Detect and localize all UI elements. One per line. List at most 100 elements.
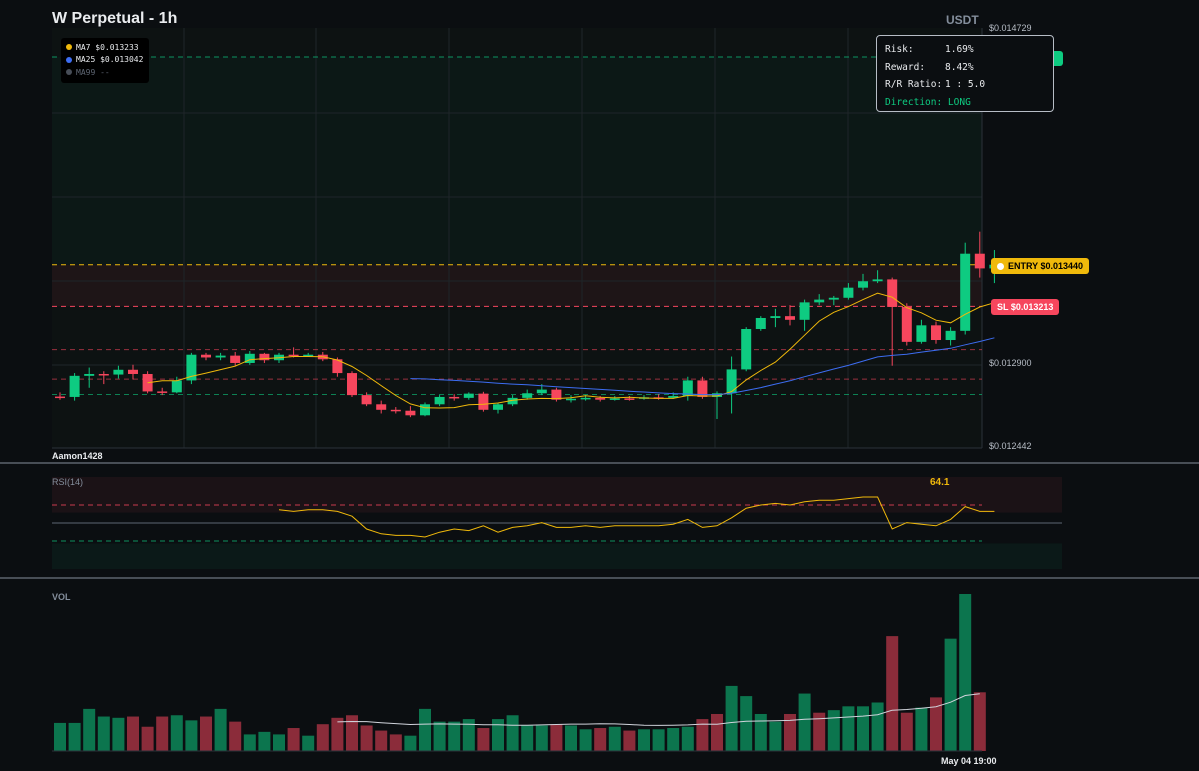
volume-bar bbox=[273, 734, 285, 751]
candle-body bbox=[98, 373, 109, 376]
risk-reward-panel: Risk: 1.69% Reward: 8.42% R/R Ratio: 1 :… bbox=[876, 35, 1054, 112]
volume-bar bbox=[915, 707, 928, 751]
volume-bar bbox=[316, 724, 329, 751]
volume-bar bbox=[886, 636, 899, 751]
volume-bar bbox=[200, 716, 212, 751]
volume-bar bbox=[900, 712, 913, 751]
candle-body bbox=[712, 393, 722, 397]
entry-badge[interactable]: ENTRY $0.013440 bbox=[991, 258, 1090, 274]
candle-body bbox=[624, 398, 635, 400]
volume-bar bbox=[871, 702, 884, 751]
candle-body bbox=[931, 325, 941, 341]
candle-body bbox=[507, 397, 518, 405]
candle-body bbox=[916, 325, 927, 342]
volume-bar bbox=[492, 719, 504, 751]
volume-bar bbox=[535, 725, 548, 751]
volume-bar bbox=[652, 729, 665, 751]
profit-zone bbox=[52, 57, 982, 265]
volume-bar bbox=[944, 638, 957, 751]
candle-body bbox=[872, 279, 883, 282]
volume-bar bbox=[462, 719, 475, 751]
volume-bar bbox=[842, 706, 855, 751]
volume-bar bbox=[83, 708, 96, 751]
volume-bar bbox=[156, 716, 169, 751]
volume-bar bbox=[827, 710, 840, 751]
author-watermark: Aamon1428 bbox=[52, 451, 103, 461]
legend-ma25-text: MA25 $0.013042 bbox=[76, 55, 144, 65]
candle-body bbox=[186, 354, 197, 381]
ratio-label: R/R Ratio: bbox=[885, 79, 943, 91]
volume-bar bbox=[97, 716, 110, 751]
rsi-overbought-zone bbox=[52, 477, 1062, 513]
candle-body bbox=[113, 369, 124, 375]
volume-bar bbox=[389, 734, 402, 751]
candle-body bbox=[974, 253, 985, 269]
volume-bar bbox=[302, 735, 315, 751]
volume-bar bbox=[506, 715, 519, 751]
volume-bar bbox=[214, 708, 227, 751]
candle-body bbox=[668, 396, 679, 398]
volume-bar bbox=[638, 729, 650, 751]
candle-body bbox=[522, 393, 533, 398]
volume-bar bbox=[608, 726, 621, 751]
risk-value: 1.69% bbox=[945, 44, 974, 56]
volume-bar bbox=[594, 728, 607, 751]
stop-loss-badge[interactable]: SL $0.013213 bbox=[991, 299, 1060, 315]
volume-bar bbox=[930, 697, 942, 751]
candle-body bbox=[259, 353, 270, 361]
volume-bar bbox=[287, 728, 300, 751]
volume-bar bbox=[813, 712, 826, 751]
rsi-value: 64.1 bbox=[930, 477, 950, 488]
volume-label: VOL bbox=[52, 592, 71, 602]
candle-body bbox=[945, 330, 956, 341]
candle-body bbox=[770, 316, 781, 318]
volume-bar bbox=[973, 692, 986, 751]
volume-bar bbox=[521, 725, 534, 751]
volume-bar bbox=[711, 713, 723, 751]
risk-label: Risk: bbox=[885, 44, 914, 56]
legend-ma7-text: MA7 $0.013233 bbox=[76, 42, 139, 52]
candle-body bbox=[69, 375, 80, 397]
candle-body bbox=[157, 391, 168, 393]
volume-bar bbox=[258, 731, 271, 751]
candle-body bbox=[741, 328, 752, 370]
volume-bar bbox=[667, 728, 680, 751]
take-profit-tab[interactable] bbox=[1054, 51, 1063, 66]
candle-body bbox=[785, 316, 795, 320]
volume-bar bbox=[857, 706, 869, 751]
ratio-value: 1 : 5.0 bbox=[945, 79, 986, 91]
candle-body bbox=[463, 393, 474, 398]
candle-body bbox=[478, 393, 489, 410]
price-panel-bg bbox=[52, 28, 982, 448]
candle-body bbox=[303, 354, 314, 357]
candle-body bbox=[420, 404, 430, 416]
ma-legend: MA7 $0.013233 MA25 $0.013042 MA99 -- bbox=[61, 38, 149, 83]
candle-body bbox=[595, 397, 606, 400]
candle-body bbox=[434, 396, 445, 405]
volume-bar bbox=[579, 729, 592, 751]
candle-body bbox=[449, 396, 460, 399]
volume-ma-line bbox=[337, 693, 980, 726]
candle-body bbox=[405, 410, 416, 416]
ma25-line bbox=[410, 337, 995, 396]
legend-ma99: MA99 -- bbox=[66, 66, 144, 79]
volume-bar bbox=[127, 716, 139, 751]
ma7-line bbox=[147, 292, 995, 409]
price-axis-top: $0.014729 bbox=[989, 23, 1032, 33]
volume-bar bbox=[404, 735, 417, 751]
volume-bar bbox=[433, 721, 446, 751]
candle-body bbox=[799, 302, 810, 320]
volume-bar bbox=[959, 594, 972, 751]
candle-body bbox=[493, 404, 503, 410]
candle-body bbox=[901, 306, 912, 342]
volume-bar bbox=[68, 722, 81, 751]
volume-bar bbox=[754, 713, 767, 751]
candle-body bbox=[828, 297, 839, 300]
candle-body bbox=[814, 299, 825, 303]
volume-bar bbox=[360, 725, 373, 751]
candle-body bbox=[682, 380, 693, 397]
volume-bar bbox=[419, 708, 431, 751]
volume-bar bbox=[477, 728, 490, 751]
volume-bar bbox=[448, 721, 461, 751]
